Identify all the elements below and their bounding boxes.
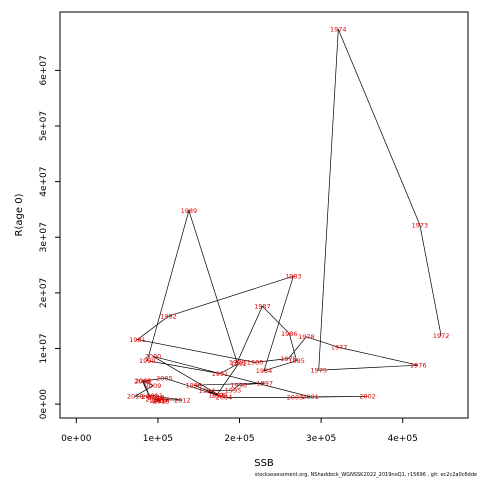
point-year-label: 2017 xyxy=(152,397,169,405)
point-year-label: 2005 xyxy=(156,374,173,382)
x-axis-title: SSB xyxy=(254,458,274,469)
point-year-label: 2014 xyxy=(146,395,163,403)
point-year-label: 2012 xyxy=(174,397,191,405)
point-year-label: 2007 xyxy=(142,393,159,401)
point-year-label: 1999 xyxy=(211,392,228,400)
y-tick-label: 5e+07 xyxy=(39,111,49,141)
point-year-label: 1988 xyxy=(229,359,246,367)
point-year-label: 1977 xyxy=(331,344,348,352)
point-year-label: 1982 xyxy=(160,313,177,321)
y-tick-label: 1e+07 xyxy=(39,333,49,363)
point-year-label: 2002 xyxy=(359,393,376,401)
y-axis: 0e+00 1e+07 2e+07 3e+07 4e+07 5e+07 6e+07 xyxy=(39,55,60,419)
series-line xyxy=(133,29,442,402)
x-axis: 0e+00 1e+05 2e+05 3e+05 4e+05 xyxy=(61,418,418,444)
x-tick-label: 4e+05 xyxy=(388,434,418,444)
point-year-label: 1995 xyxy=(225,387,242,395)
point-year-label: 1989 xyxy=(181,207,198,215)
point-year-label: 1979 xyxy=(280,355,297,363)
point-year-label: 2001 xyxy=(302,393,319,401)
point-year-label: 2009 xyxy=(145,382,162,390)
point-year-label: 1984 xyxy=(256,367,273,375)
point-year-label: 1997 xyxy=(257,379,274,387)
point-year-label: 2015 xyxy=(153,398,170,406)
point-labels: 1972 1973 1974 1975 1976 1977 1978 1979 1980 1981… xyxy=(127,26,450,406)
point-year-label: 1994 xyxy=(199,387,216,395)
point-year-label: 2000 xyxy=(145,353,162,361)
footer-text: stockassessment.org, NShaddock_WGNSSK202… xyxy=(254,472,477,478)
point-year-label: 1974 xyxy=(330,26,347,34)
x-tick-label: 0e+00 xyxy=(61,434,92,444)
point-year-label: 1992 xyxy=(230,360,247,368)
point-year-label: 2010 xyxy=(127,393,144,401)
point-year-label: 1985 xyxy=(288,357,305,365)
point-year-label: 1990 xyxy=(139,357,156,365)
y-tick-label: 6e+07 xyxy=(39,55,49,85)
x-tick-label: 3e+05 xyxy=(306,434,336,444)
point-year-label: 1978 xyxy=(298,333,315,341)
y-tick-label: 2e+07 xyxy=(39,278,49,308)
point-year-label: 1998 xyxy=(186,382,203,390)
point-year-label: 2008 xyxy=(135,377,152,385)
point-year-label: 2016 xyxy=(150,397,167,405)
point-year-label: 2018 xyxy=(148,394,165,402)
point-year-label: 1983 xyxy=(285,273,302,281)
point-year-label: 1980 xyxy=(247,359,264,367)
y-tick-label: 4e+07 xyxy=(39,166,49,196)
point-year-label: 1987 xyxy=(254,303,271,311)
point-year-label: 1975 xyxy=(310,367,327,375)
point-year-label: 2004 xyxy=(216,394,233,402)
point-year-label: 2006 xyxy=(134,378,151,386)
point-year-label: 2003 xyxy=(287,394,304,402)
point-year-label: 2011 xyxy=(146,392,163,400)
y-tick-label: 3e+07 xyxy=(39,222,49,252)
point-year-label: 1972 xyxy=(433,332,450,340)
point-year-label: 1973 xyxy=(412,221,429,229)
y-axis-title: R(age 0) xyxy=(14,193,25,236)
point-year-label: 1981 xyxy=(129,336,146,344)
x-tick-label: 2e+05 xyxy=(224,434,254,444)
point-year-label: 1986 xyxy=(281,330,298,338)
point-year-label: 1991 xyxy=(212,370,229,378)
plot-frame xyxy=(59,11,469,419)
point-year-label: 1996 xyxy=(230,382,247,390)
point-year-label: 1993 xyxy=(208,392,225,400)
y-tick-label: 0e+00 xyxy=(39,389,49,420)
x-tick-label: 1e+05 xyxy=(143,434,173,444)
point-year-label: 2013 xyxy=(153,396,170,404)
point-year-label: 1976 xyxy=(410,362,427,370)
